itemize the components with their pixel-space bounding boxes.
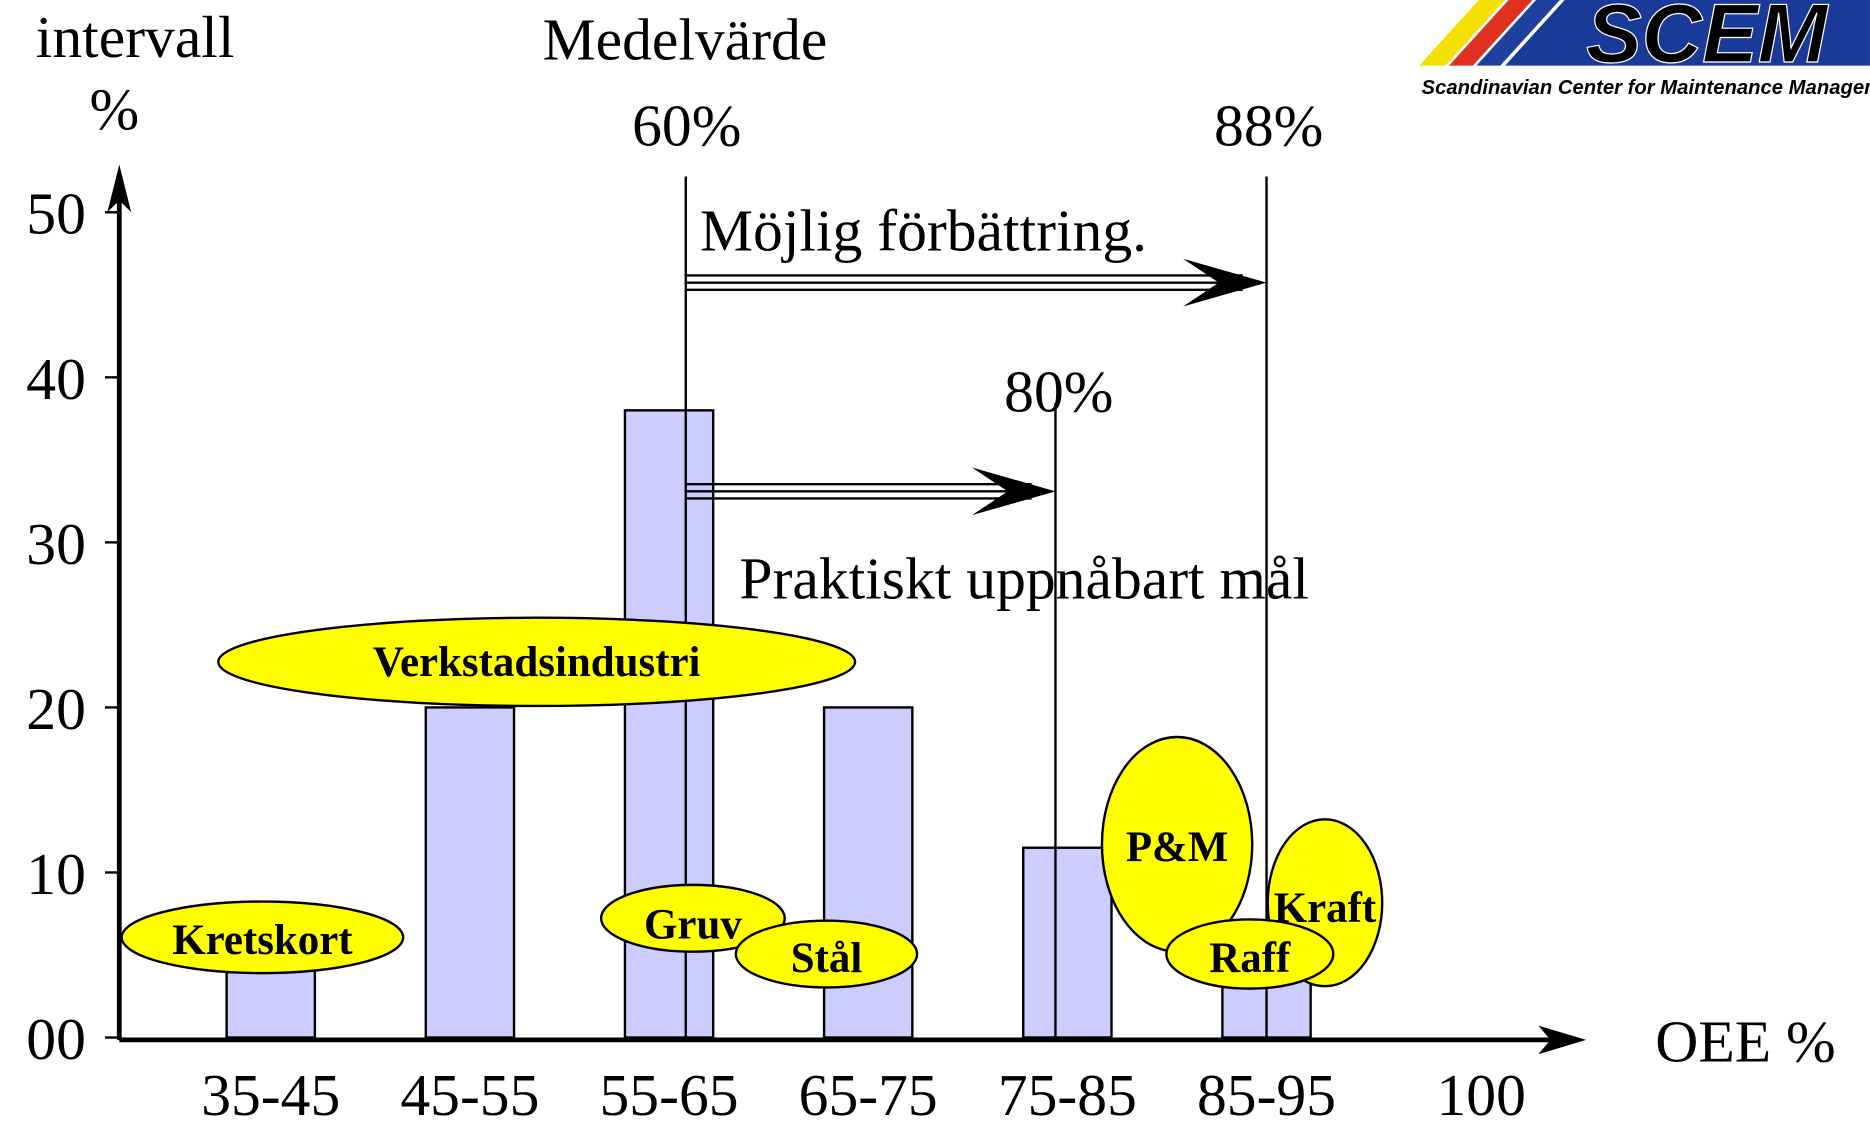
- annotation: 60%: [632, 92, 741, 158]
- y-tick-label: 40: [26, 346, 86, 412]
- sector-label: P&M: [1126, 824, 1228, 871]
- sector-ellipse: [734, 919, 919, 989]
- y-tick-label: 50: [26, 181, 86, 247]
- annotation: 80%: [1004, 358, 1113, 424]
- arrow-head: [971, 467, 1056, 516]
- sector-ellipse: [217, 616, 857, 708]
- x-tick-label: 45-55: [400, 1062, 539, 1121]
- y-tick-label: 10: [26, 841, 86, 907]
- bar: [1022, 846, 1113, 1039]
- sector-label: Stål: [791, 935, 863, 982]
- y-tick-label: 30: [26, 511, 86, 577]
- annotation: Praktiskt uppnåbart mål: [739, 546, 1309, 612]
- x-tick-label: 55-65: [600, 1062, 739, 1121]
- header-line: OEE - TAK: [36, 0, 318, 7]
- sector-ellipse: [1165, 918, 1335, 990]
- x-axis-arrow: [1538, 1025, 1587, 1055]
- sector-ellipse: [120, 900, 405, 975]
- arrow-head: [1183, 258, 1267, 307]
- logo-subtitle: Scandinavian Center for Maintenance Mana…: [1422, 77, 1870, 99]
- x-tick-label: 35-45: [201, 1062, 340, 1121]
- x-axis-label: OEE %: [1655, 1008, 1835, 1074]
- mean-label: Medelvärde: [543, 7, 828, 73]
- sector-label: Verkstadsindustri: [373, 639, 701, 686]
- x-tick-label: 75-85: [998, 1062, 1137, 1121]
- header-line: %: [89, 76, 139, 142]
- bar: [424, 706, 516, 1039]
- y-axis-arrow: [107, 164, 132, 213]
- x-tick-label: 65-75: [799, 1062, 938, 1121]
- logo-name: SCEM: [1586, 0, 1829, 80]
- sector-label: Raff: [1209, 935, 1291, 982]
- sector-label: Kretskort: [172, 917, 353, 964]
- sector-label: Gruv: [644, 902, 742, 949]
- y-tick-label: 00: [26, 1006, 86, 1072]
- annotation: Möjlig förbättring.: [700, 197, 1147, 263]
- x-tick-label: 100: [1436, 1062, 1525, 1121]
- sector-ellipse: [599, 883, 786, 953]
- y-tick-label: 20: [26, 676, 86, 742]
- x-tick-label: 85-95: [1197, 1062, 1336, 1121]
- header-line: intervall: [36, 4, 235, 70]
- annotation: 88%: [1214, 92, 1323, 158]
